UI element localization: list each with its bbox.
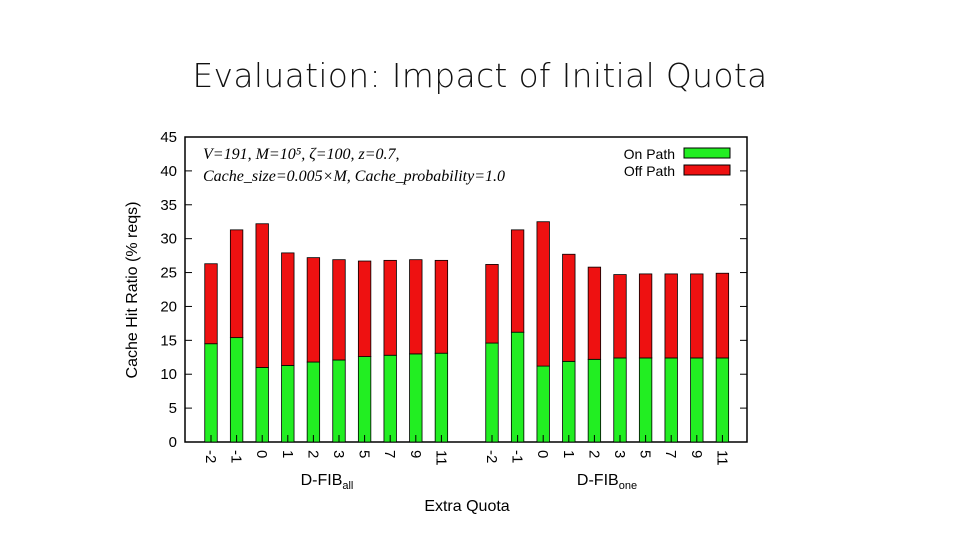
bar-on-path (357, 356, 372, 443)
x-tick-label: 5 (356, 450, 373, 458)
group-label-all-name: D-FIB (301, 472, 343, 489)
x-tick-label: 3 (611, 450, 628, 458)
y-tick-label: 15 (160, 332, 177, 349)
slide-title: Evaluation: Impact of Initial Quota (192, 56, 768, 95)
x-axis-label: Extra Quota (424, 498, 509, 515)
group-label-all: D-FIBall (301, 472, 354, 492)
bar-on-path (536, 365, 550, 443)
bar-on-path (613, 357, 627, 443)
x-tick-label: -2 (483, 450, 500, 463)
bar-off-path (664, 273, 678, 359)
x-tick-label: 7 (662, 450, 679, 458)
bar-off-path (306, 257, 321, 363)
x-tick-label: -2 (202, 450, 219, 463)
bar-on-path (690, 357, 704, 443)
bar-off-path (281, 252, 295, 366)
annotation-line-2: Cache_size=0.005×M, Cache_probability=1.… (203, 168, 505, 185)
bar-on-path (204, 343, 218, 443)
y-tick-label: 25 (160, 265, 177, 282)
x-tick-label: -1 (509, 450, 526, 463)
bar-off-path (229, 229, 244, 339)
legend: On Path Off Path (624, 146, 731, 179)
bar-off-path (510, 229, 525, 333)
x-tick-label: 1 (279, 450, 296, 458)
y-ticks: 0 5 10 15 20 25 30 35 40 45 (160, 129, 747, 451)
bar-on-path (664, 357, 678, 443)
bar-on-path (434, 352, 449, 443)
x-tick-label: -1 (228, 450, 245, 463)
bar-off-path (204, 263, 218, 345)
bar-off-path (383, 259, 397, 356)
x-tick-label: 2 (304, 450, 321, 458)
y-tick-label: 35 (160, 197, 177, 214)
bar-on-path (715, 357, 730, 443)
bar-on-path (485, 342, 499, 443)
group-label-one-sub: one (619, 480, 637, 492)
x-tick-label: 3 (330, 450, 347, 458)
y-tick-label: 10 (160, 366, 177, 383)
x-tick-label: 9 (407, 450, 424, 458)
y-tick-label: 20 (160, 298, 177, 315)
bar-on-path (255, 367, 269, 443)
x-tick-label: 1 (560, 450, 577, 458)
bar-off-path (613, 274, 627, 359)
legend-swatch-on-path (683, 147, 731, 159)
x-tick-label: 7 (381, 450, 398, 458)
bar-off-path (485, 264, 499, 344)
x-tick-label: 11 (713, 450, 730, 466)
y-tick-label: 0 (169, 434, 177, 451)
x-tick-labels: -2 -1 0 1 2 3 5 7 9 11 -2 -1 0 1 2 3 5 7 9 11 (202, 435, 730, 466)
bar-off-path (332, 259, 346, 361)
bar-off-path (434, 259, 449, 354)
bar-off-path (255, 223, 269, 368)
group-label-one-name: D-FIB (577, 472, 619, 489)
bar-on-path (383, 354, 397, 443)
legend-label-on-path: On Path (624, 146, 675, 162)
x-tick-label: 11 (432, 450, 449, 466)
y-tick-label: 40 (160, 163, 177, 180)
x-tick-label: 9 (688, 450, 705, 458)
bar-on-path (306, 361, 321, 443)
bar-off-path (690, 273, 704, 359)
bar-off-path (587, 266, 602, 360)
annotation-line-1: V=191, M=10⁵, ζ=100, z=0.7, (203, 146, 400, 163)
y-tick-label: 5 (169, 400, 177, 417)
bar-off-path (638, 273, 653, 359)
bar-off-path (357, 260, 372, 357)
legend-label-off-path: Off Path (624, 163, 675, 179)
bar-on-path (229, 337, 244, 443)
bar-off-path (409, 259, 423, 355)
x-tick-label: 5 (637, 450, 654, 458)
bar-on-path (587, 358, 602, 443)
plot-frame (184, 136, 748, 443)
bar-off-path (562, 253, 576, 362)
group-label-one: D-FIBone (577, 472, 637, 492)
bars (204, 221, 730, 443)
bar-on-path (409, 353, 423, 443)
bar-on-path (510, 331, 525, 443)
legend-swatch-off-path (683, 164, 731, 176)
bar-off-path (536, 221, 550, 367)
x-tick-label: 2 (585, 450, 602, 458)
y-axis-label: Cache Hit Ratio (% reqs) (124, 202, 141, 379)
bar-on-path (562, 360, 576, 443)
y-tick-label: 45 (160, 129, 177, 146)
x-tick-label: 0 (253, 450, 270, 458)
x-tick-label: 0 (534, 450, 551, 458)
bar-on-path (281, 365, 295, 443)
bar-off-path (715, 272, 730, 359)
group-label-all-sub: all (342, 480, 353, 492)
bar-on-path (332, 359, 346, 443)
y-tick-label: 30 (160, 231, 177, 248)
bar-on-path (638, 357, 653, 443)
